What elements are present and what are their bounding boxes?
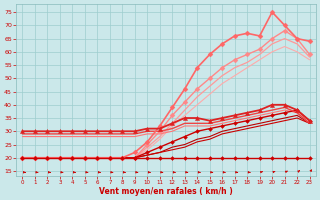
- X-axis label: Vent moyen/en rafales ( km/h ): Vent moyen/en rafales ( km/h ): [99, 187, 233, 196]
